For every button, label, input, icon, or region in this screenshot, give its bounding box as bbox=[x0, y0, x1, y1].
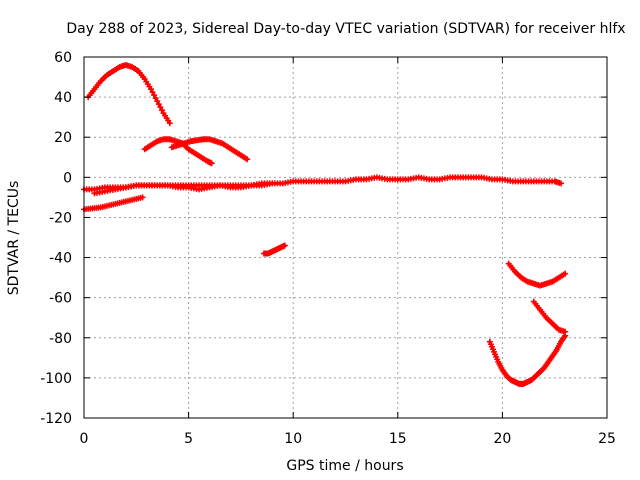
y-axis-label: SDTVAR / TECUs bbox=[6, 181, 22, 296]
data-point bbox=[147, 86, 154, 93]
data-point bbox=[139, 194, 146, 201]
x-tick-label: 0 bbox=[80, 431, 89, 447]
data-point bbox=[557, 180, 564, 187]
data-point bbox=[281, 242, 288, 249]
series-arc-7 bbox=[260, 242, 288, 257]
data-point bbox=[151, 92, 158, 99]
data-point bbox=[158, 107, 165, 114]
y-tick-label: -100 bbox=[40, 371, 72, 387]
data-point bbox=[562, 328, 569, 335]
data-point bbox=[157, 104, 164, 111]
x-axis-label: GPS time / hours bbox=[286, 458, 403, 474]
series-arc-1 bbox=[85, 62, 173, 127]
y-tick-label: -20 bbox=[49, 210, 72, 226]
series-arc-5 bbox=[91, 180, 276, 197]
y-tick-label: -40 bbox=[49, 251, 72, 267]
y-tick-label: 60 bbox=[54, 50, 72, 66]
data-point bbox=[166, 120, 173, 127]
series-arc-2 bbox=[141, 136, 215, 167]
data-point bbox=[562, 270, 569, 277]
y-tick-label: 20 bbox=[54, 130, 72, 146]
data-point bbox=[149, 89, 156, 96]
y-tick-label: -80 bbox=[49, 331, 72, 347]
data-point bbox=[154, 98, 161, 105]
series-line bbox=[488, 334, 567, 386]
grid bbox=[84, 57, 607, 418]
x-tick-label: 20 bbox=[493, 431, 511, 447]
series-arc-3 bbox=[168, 136, 251, 163]
series-arc-9 bbox=[486, 332, 569, 387]
x-tick-label: 15 bbox=[389, 431, 407, 447]
data-point bbox=[155, 101, 162, 108]
series-arc-6 bbox=[81, 194, 146, 213]
series-arc-10 bbox=[530, 298, 569, 335]
data-point bbox=[244, 156, 251, 163]
x-tick-label: 5 bbox=[184, 431, 193, 447]
data-series bbox=[81, 62, 569, 387]
series-line bbox=[86, 63, 172, 125]
x-tick-label: 10 bbox=[284, 431, 302, 447]
y-tick-label: 0 bbox=[63, 170, 72, 186]
series-arc-4 bbox=[81, 174, 564, 193]
data-point bbox=[152, 95, 159, 102]
data-point bbox=[208, 160, 215, 167]
y-tick-label: -120 bbox=[40, 411, 72, 427]
plot-frame bbox=[83, 56, 608, 419]
data-point bbox=[269, 180, 276, 187]
y-tick-label: -60 bbox=[49, 291, 72, 307]
axis-ticks: 0 5 10 15 20 25 -120 -100 -80 -60 -40 -20 0 20 40 60 bbox=[40, 50, 616, 447]
x-tick-label: 25 bbox=[598, 431, 616, 447]
series-arc-8 bbox=[505, 260, 569, 289]
chart-title: Day 288 of 2023, Sidereal Day-to-day VTE… bbox=[66, 21, 625, 37]
y-tick-label: 40 bbox=[54, 90, 72, 106]
